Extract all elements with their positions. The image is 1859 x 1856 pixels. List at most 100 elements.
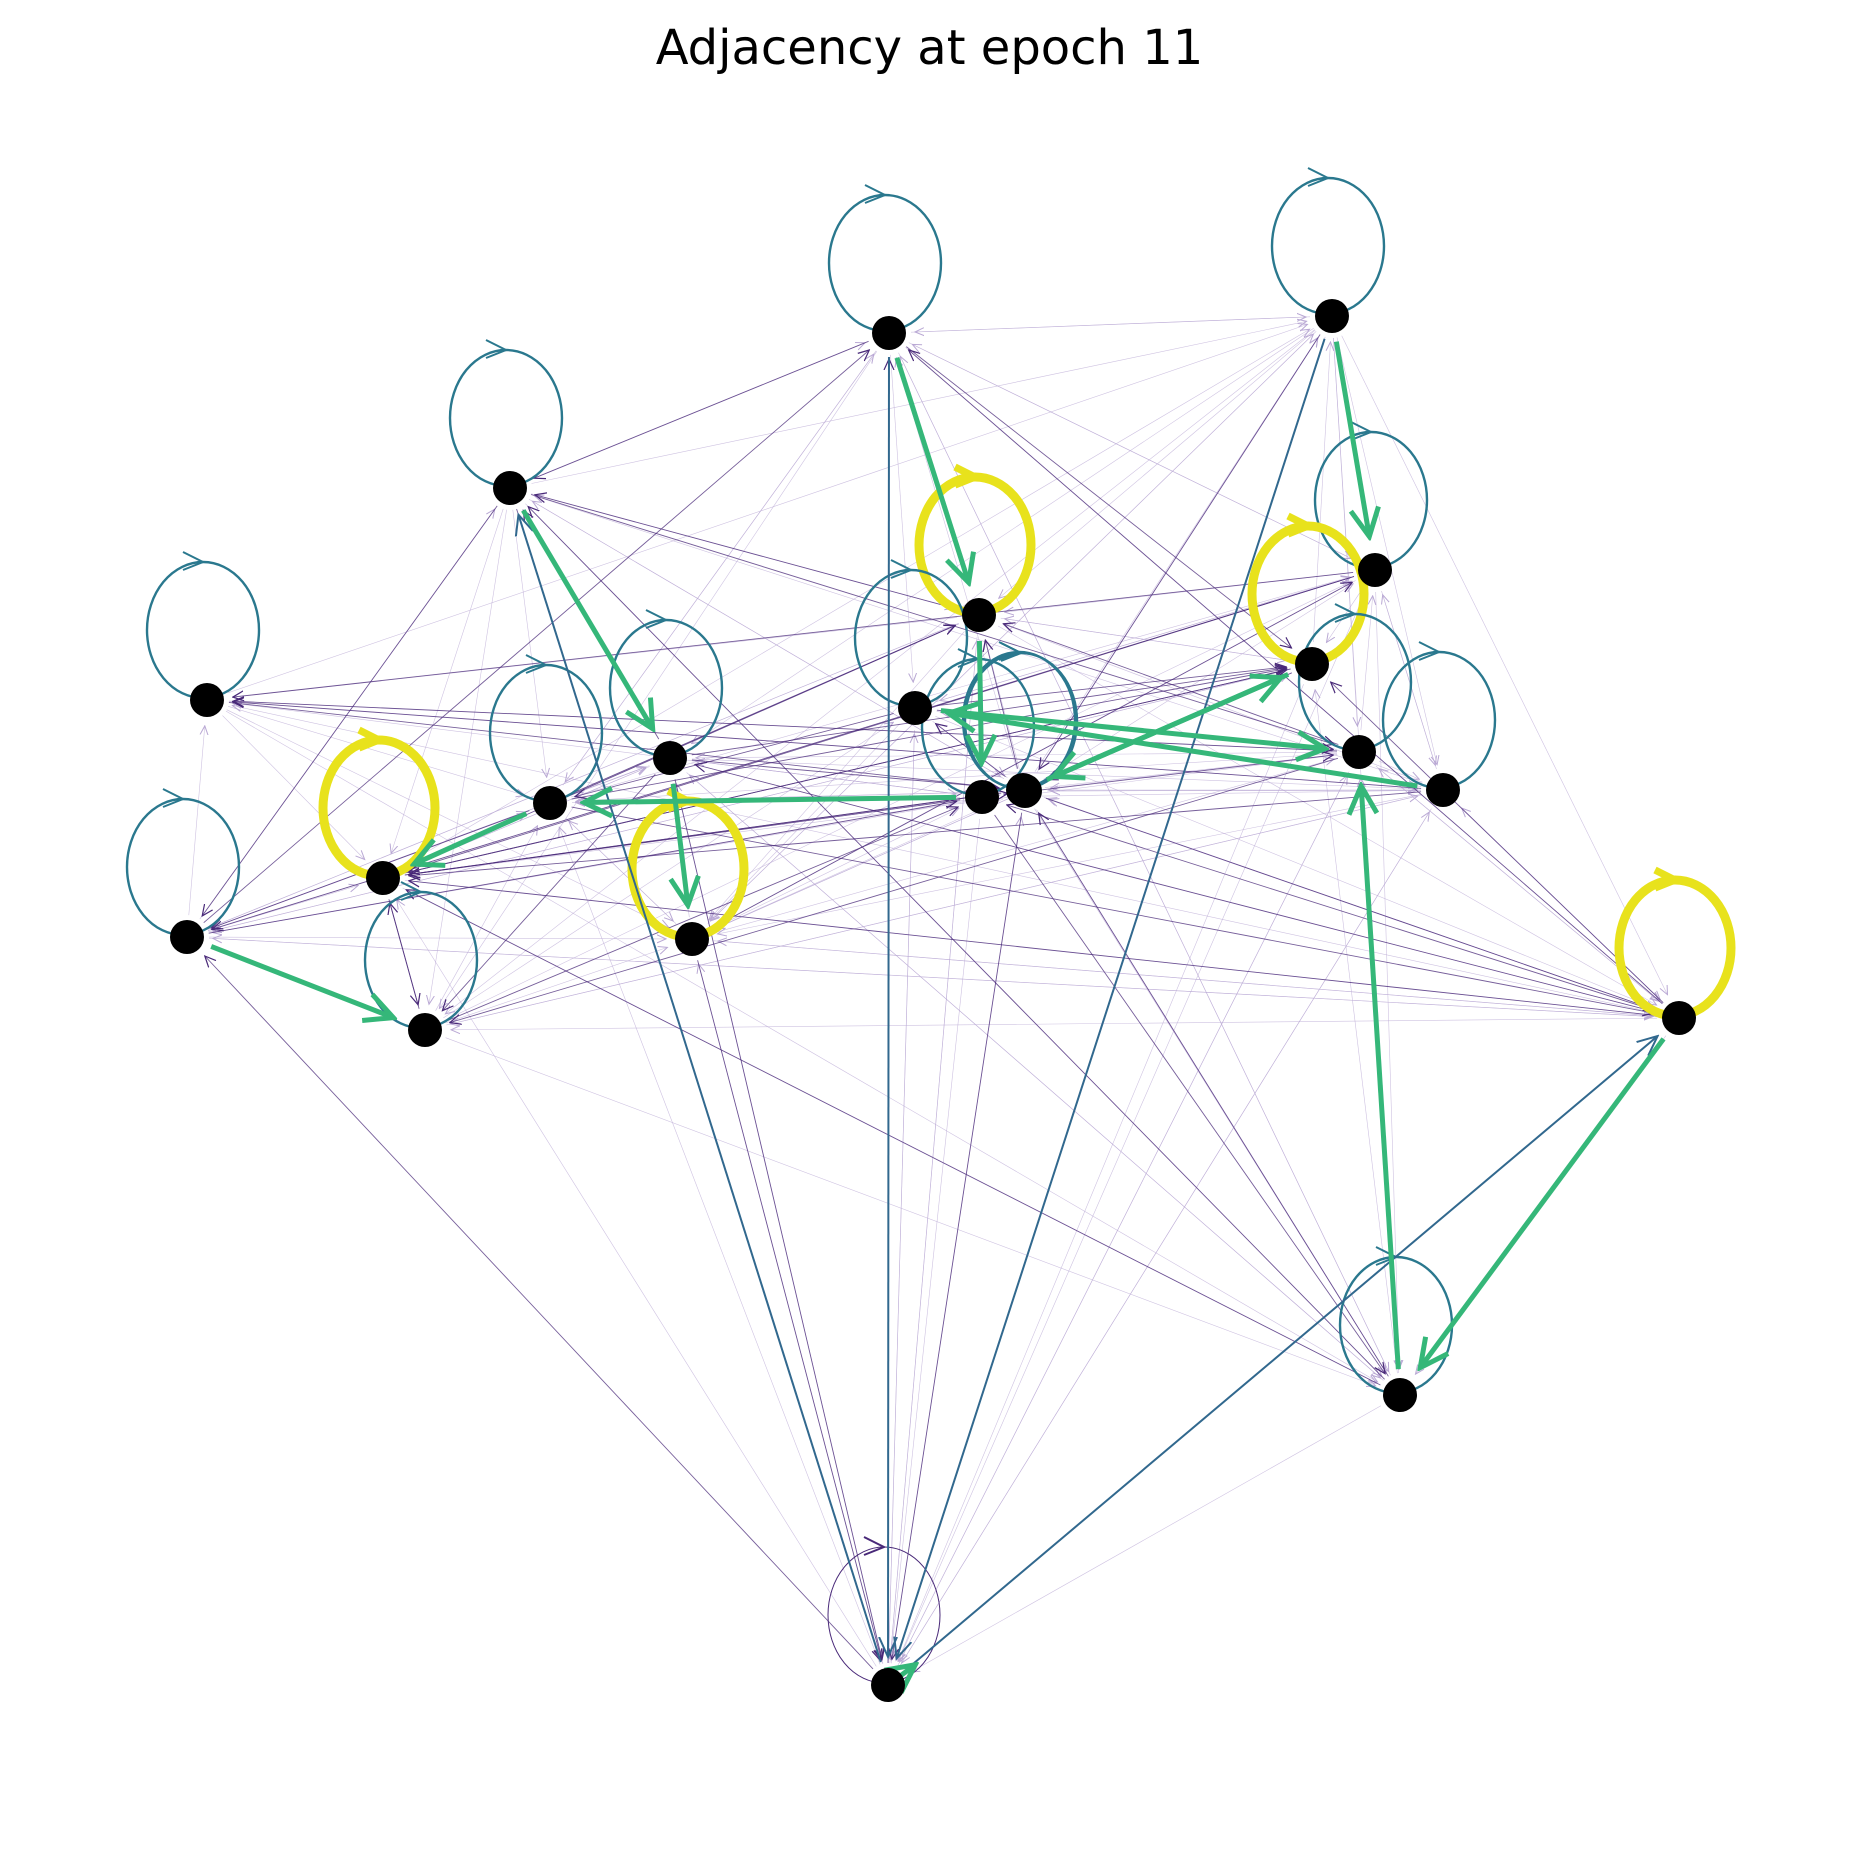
faint-edge: [225, 710, 1378, 1382]
chart-title: Adjacency at epoch 11: [655, 20, 1204, 76]
weak-edge: [408, 576, 1355, 871]
faint-edge: [1315, 690, 1398, 1374]
self-loop-arrowhead: [645, 609, 669, 629]
faint-edge: [897, 775, 1347, 1666]
medium-edge-layer: [518, 338, 1657, 1671]
faint-edge: [692, 327, 1314, 743]
faint-edge: [690, 775, 1384, 1381]
faint-edge: [444, 581, 1352, 1021]
faint-edge: [435, 826, 538, 1011]
faint-edge: [450, 794, 1422, 1024]
faint-edge: [890, 354, 914, 682]
faint-edge: [531, 321, 1307, 484]
self-loop-arrowhead: [1307, 167, 1331, 187]
medium-edge: [518, 515, 882, 1663]
faint-edge: [401, 329, 1310, 868]
faint-edge: [713, 759, 1334, 934]
graph-node: [898, 691, 932, 725]
faint-edge: [559, 827, 881, 1665]
self-loop: [827, 193, 943, 333]
faint-edge: [429, 509, 507, 1005]
faint-edge: [940, 576, 1354, 700]
faint-edge: [911, 1405, 1382, 1672]
self-loop-arrowhead: [890, 559, 914, 579]
strong-edge: [1045, 678, 1281, 782]
weak-edge: [409, 881, 1658, 1017]
faint-edge: [1383, 595, 1437, 770]
strong-edge: [414, 811, 528, 864]
faint-edge: [1341, 335, 1668, 995]
weak-edge: [575, 713, 894, 797]
weak-edge: [205, 956, 874, 1670]
self-loop-arrowhead: [485, 339, 509, 359]
weak-edge: [571, 669, 1287, 800]
graph-node: [871, 1668, 905, 1702]
medium-edge: [905, 1036, 1657, 1671]
faint-edge: [696, 761, 961, 795]
weak-edge: [994, 814, 1386, 1374]
graph-node: [675, 922, 709, 956]
medium-edge: [888, 356, 889, 1657]
strong-edge: [1361, 786, 1401, 1370]
node-layer: [170, 299, 1696, 1702]
graph-node: [408, 1013, 442, 1047]
graph-node: [962, 598, 996, 632]
weak-edge: [571, 806, 1654, 1013]
graph-node: [1383, 1378, 1417, 1412]
faint-edge: [709, 631, 965, 920]
faint-edge: [232, 706, 1658, 1014]
faint-edge: [1378, 760, 1419, 779]
faint-edge: [213, 938, 1658, 1018]
faint-edge: [228, 706, 525, 795]
faint-edge: [716, 798, 1004, 928]
faint-edge: [445, 329, 1315, 1014]
graph-node: [1662, 1001, 1696, 1035]
weak-edge: [233, 571, 1354, 697]
weak-edge: [445, 807, 958, 1022]
faint-edge: [188, 726, 205, 916]
self-loop: [125, 797, 241, 937]
self-loop: [853, 568, 969, 708]
weak-edge: [697, 960, 882, 1660]
faint-edge: [532, 501, 1005, 780]
faint-edge: [999, 329, 1316, 598]
faint-edge: [445, 1037, 1376, 1386]
strong-edge: [1333, 341, 1369, 537]
faint-edge: [445, 947, 668, 1024]
faint-edge: [707, 334, 1314, 924]
weak-edge: [1045, 797, 1655, 1009]
faint-edge: [891, 818, 980, 1659]
weak-edge: [409, 792, 1002, 875]
faint-edge: [535, 496, 1423, 784]
self-loop: [627, 796, 749, 942]
faint-edge: [439, 351, 878, 1008]
weak-edge: [906, 346, 1291, 648]
graph-node: [533, 786, 567, 820]
faint-edge: [397, 900, 877, 1667]
faint-edge: [569, 821, 677, 925]
self-loop-layer: [125, 167, 1736, 1684]
faint-edge: [997, 625, 1656, 1005]
weak-edge: [1039, 813, 1389, 1377]
weak-edge: [390, 903, 420, 1009]
strong-edge: [673, 783, 688, 905]
faint-edge: [898, 590, 1367, 1661]
faint-edge: [1360, 596, 1373, 731]
faint-edge: [915, 316, 1311, 332]
graph-node: [1426, 773, 1460, 807]
self-loop-arrowhead: [1286, 512, 1317, 538]
weak-edge: [1331, 682, 1664, 1004]
self-loop-arrowhead: [1334, 603, 1358, 623]
strong-edge: [940, 708, 1325, 749]
weak-edge: [202, 505, 498, 916]
faint-edge: [888, 734, 915, 1664]
faint-edge: [889, 641, 977, 1664]
weak-edge: [442, 773, 656, 1010]
weak-edge: [570, 625, 955, 795]
self-loop: [1247, 521, 1369, 667]
self-loop: [1614, 875, 1736, 1021]
faint-edge: [898, 684, 1304, 1661]
faint-edge: [1034, 338, 1318, 772]
self-loop-arrowhead: [357, 726, 388, 752]
